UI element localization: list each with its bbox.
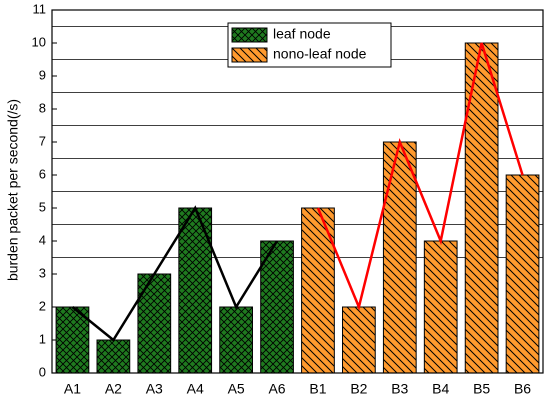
x-tick-label: B1 <box>309 381 326 397</box>
trend-line <box>316 42 524 311</box>
y-tick-label: 6 <box>39 166 46 181</box>
x-tick-label: A3 <box>146 381 163 397</box>
bar <box>219 306 253 374</box>
plot-frame <box>51 9 544 374</box>
legend-label: leaf node <box>273 26 331 42</box>
x-tick-label: A4 <box>187 381 204 397</box>
y-tick-label: 8 <box>39 100 46 115</box>
bar <box>342 306 376 374</box>
y-tick-label: 3 <box>39 265 46 280</box>
y-tick-label: 5 <box>39 199 46 214</box>
y-tick-label: 4 <box>39 232 46 247</box>
bar <box>382 141 417 374</box>
y-tick-label: 11 <box>33 1 47 16</box>
y-tick-label: 2 <box>39 298 46 313</box>
x-tick-label: A1 <box>64 381 81 397</box>
bar <box>96 339 131 374</box>
x-tick-label: B5 <box>473 381 490 397</box>
legend-swatch <box>231 47 268 63</box>
x-tick-label: A5 <box>228 381 245 397</box>
x-tick-label: B6 <box>514 381 531 397</box>
y-axis-label: burden packet per second(/s) <box>5 99 21 281</box>
bar <box>505 174 540 374</box>
legend-swatch <box>231 27 268 43</box>
x-tick-label: B4 <box>432 381 449 397</box>
legend-label: nono-leaf node <box>273 46 367 62</box>
x-tick-label: B2 <box>350 381 367 397</box>
bar <box>137 273 172 374</box>
y-tick-label: 0 <box>39 364 46 379</box>
y-tick-label: 9 <box>39 67 46 82</box>
bar <box>423 240 458 374</box>
trend-line <box>71 205 279 342</box>
bar <box>55 306 90 374</box>
y-tick-label: 7 <box>39 133 46 148</box>
x-tick-label: B3 <box>391 381 408 397</box>
y-tick-label: 10 <box>32 34 46 49</box>
y-tick-label: 1 <box>39 331 46 346</box>
x-tick-label: A6 <box>268 381 285 397</box>
x-tick-label: A2 <box>105 381 122 397</box>
